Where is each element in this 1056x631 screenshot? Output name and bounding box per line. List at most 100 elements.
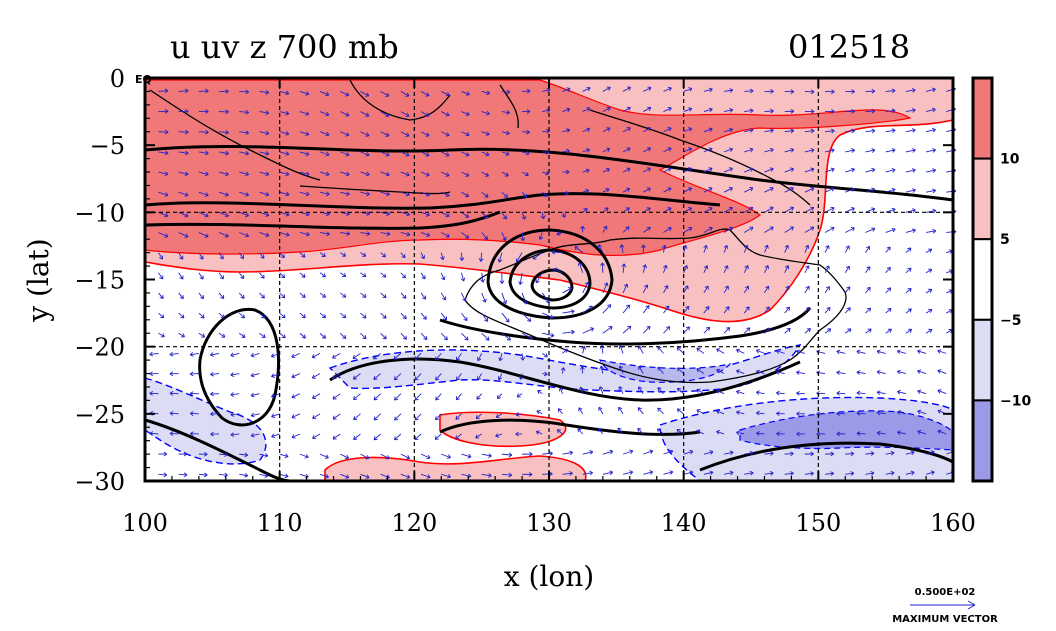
wind-vector-head	[184, 88, 189, 94]
strong-positive-band-north	[144, 79, 912, 257]
wind-vector-head	[285, 90, 290, 96]
wind-vector-head	[626, 106, 631, 111]
wind-vector-head	[688, 167, 693, 172]
wind-vector	[845, 168, 855, 173]
wind-vector	[520, 373, 523, 380]
wind-vector-head	[656, 428, 662, 433]
wind-vector-head	[184, 150, 189, 156]
wind-vector-head	[210, 391, 214, 397]
wind-vector-head	[937, 369, 942, 374]
wind-vector	[271, 413, 280, 418]
wind-vector-head	[189, 391, 194, 397]
corner-label: EQ	[135, 73, 152, 86]
wind-vector-head	[529, 335, 534, 340]
wind-vector-head	[261, 314, 266, 319]
wind-vector	[683, 147, 692, 153]
wind-vector-head	[508, 452, 513, 458]
wind-vector-head	[445, 212, 450, 218]
colorbar-cell	[972, 77, 993, 160]
wind-vector-head	[465, 91, 470, 96]
wind-vector-head	[219, 255, 224, 260]
wind-vector	[238, 312, 245, 319]
wind-vector-head	[663, 264, 668, 269]
wind-vector	[638, 345, 644, 354]
wind-vector	[764, 306, 770, 314]
wind-vector-head	[606, 147, 611, 152]
wind-vector	[556, 429, 563, 435]
wind-vector	[865, 110, 875, 113]
wind-vector	[279, 332, 286, 339]
wind-vector-head	[646, 325, 651, 330]
wind-vector	[435, 413, 442, 421]
wind-vector-head	[629, 449, 634, 454]
wind-vector-head	[301, 293, 306, 298]
wind-vector-head	[729, 147, 733, 153]
wind-vector-head	[271, 413, 276, 419]
wind-vector	[299, 272, 306, 278]
wind-vector	[522, 90, 531, 92]
wind-vector-head	[382, 273, 387, 278]
wind-vector-head	[224, 452, 228, 457]
wind-vector-head	[480, 278, 485, 283]
wind-vector	[522, 131, 530, 133]
wind-vector	[885, 149, 896, 153]
wind-vector-head	[485, 131, 490, 136]
wind-vector-head	[577, 262, 583, 267]
wind-vector-head	[163, 472, 168, 478]
wind-vector-head	[586, 86, 591, 92]
wind-vector	[158, 332, 165, 338]
wind-vector	[461, 252, 463, 261]
wind-vector-head	[405, 152, 410, 157]
wind-vector-head	[716, 348, 721, 353]
wind-vector	[824, 328, 832, 334]
wind-vector	[311, 352, 321, 358]
wind-vector-head	[291, 414, 296, 419]
wind-vector	[521, 312, 532, 322]
wind-vector-head	[830, 451, 834, 457]
wind-vector	[455, 393, 462, 401]
wind-vector-head	[204, 213, 209, 218]
wind-vector	[218, 171, 229, 176]
wind-vector	[537, 390, 543, 395]
wind-vector	[259, 312, 266, 319]
wind-vector	[643, 127, 651, 133]
wind-vector-head	[886, 246, 891, 251]
wind-vector-head	[696, 347, 701, 352]
wind-vector-head	[225, 109, 229, 115]
wind-vector	[332, 393, 341, 400]
wind-vector	[501, 212, 507, 220]
wind-vector-head	[908, 328, 913, 333]
wind-vector	[743, 285, 749, 294]
wind-vector-head	[887, 287, 892, 292]
wind-vector	[259, 292, 265, 299]
wind-vector	[414, 373, 422, 381]
wind-vector-head	[164, 192, 169, 197]
wind-vector-head	[504, 172, 509, 177]
wind-vector-head	[657, 387, 662, 392]
wind-vector-head	[810, 148, 815, 153]
wind-vector-head	[755, 349, 760, 354]
wind-vector-head	[210, 411, 214, 417]
wind-vector	[400, 453, 410, 459]
x-tick-label: 140	[661, 509, 707, 537]
wind-vector	[198, 312, 205, 319]
wind-vector-head	[332, 435, 337, 440]
wind-vector-head	[385, 132, 390, 137]
wind-vector-head	[245, 89, 249, 95]
wind-vector	[477, 373, 483, 381]
wind-vector-head	[667, 227, 672, 232]
wind-vector-head	[160, 314, 165, 319]
wind-vector-head	[526, 129, 530, 135]
wind-vector-head	[477, 357, 482, 362]
wind-vector-head	[928, 268, 933, 273]
wind-vector-head	[645, 305, 650, 310]
wind-vector-head	[225, 88, 229, 94]
wind-vector-head	[708, 147, 713, 152]
wind-vector-head	[667, 207, 672, 212]
wind-vector	[259, 473, 269, 477]
wind-vector	[865, 246, 870, 253]
wind-vector	[279, 252, 285, 259]
wind-vector	[259, 111, 269, 114]
wind-vector	[925, 268, 933, 274]
wind-vector-head	[365, 171, 370, 177]
